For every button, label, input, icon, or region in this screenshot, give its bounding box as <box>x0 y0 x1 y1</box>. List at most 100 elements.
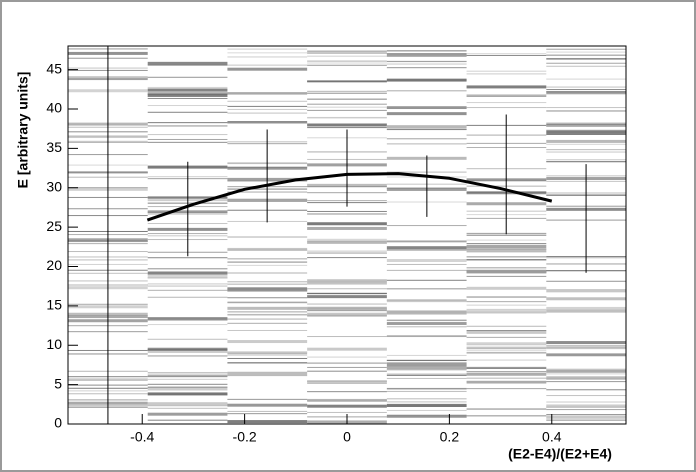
stripe <box>147 324 228 326</box>
stripe <box>227 398 308 400</box>
stripe <box>227 112 308 114</box>
stripe <box>307 62 387 64</box>
stripe <box>307 398 387 402</box>
stripe <box>307 222 387 226</box>
stripe <box>227 105 308 107</box>
stripe <box>307 127 387 129</box>
stripe <box>546 306 626 310</box>
stripe <box>147 338 228 340</box>
stripe <box>386 138 467 140</box>
stripe <box>546 110 626 112</box>
stripe <box>386 377 467 379</box>
stripe <box>546 409 626 411</box>
stripe <box>147 285 228 287</box>
stripe <box>386 389 467 391</box>
stripe <box>466 344 547 346</box>
stripe <box>546 125 626 127</box>
y-tick-label: 25 <box>46 218 62 234</box>
stripe <box>546 89 626 91</box>
stripe <box>147 125 228 127</box>
stripe <box>307 240 387 244</box>
stripe <box>546 389 626 391</box>
stripe <box>307 117 387 119</box>
stripe <box>546 344 626 346</box>
stripe <box>307 103 387 105</box>
stripe <box>227 311 308 313</box>
stripe <box>386 409 467 411</box>
stripe <box>307 370 387 372</box>
stripe <box>147 319 228 321</box>
stripe <box>227 122 308 124</box>
stripe <box>546 143 626 145</box>
stripe <box>307 50 387 52</box>
stripe <box>546 57 626 59</box>
stripe <box>386 125 467 129</box>
stripe <box>386 288 467 290</box>
stripe <box>307 64 387 66</box>
stripe <box>147 61 228 65</box>
stripe <box>227 261 308 263</box>
stripe <box>227 403 308 407</box>
stripe <box>466 256 547 258</box>
stripe <box>227 312 308 314</box>
stripe <box>386 279 467 281</box>
stripe <box>546 289 626 291</box>
stripe <box>307 109 387 111</box>
stripe <box>307 391 387 393</box>
stripe <box>386 67 467 69</box>
stripe <box>147 317 228 321</box>
stripe <box>386 313 467 315</box>
stripe <box>466 245 547 249</box>
stripe <box>307 281 387 285</box>
stripe <box>227 306 308 310</box>
stripe <box>386 112 467 116</box>
stripe <box>227 247 308 251</box>
stripe <box>147 355 228 357</box>
stripe <box>466 259 547 261</box>
stripe <box>147 91 228 95</box>
stripe <box>227 272 308 274</box>
stripe <box>147 277 228 279</box>
stripe <box>386 246 467 250</box>
stripe <box>386 359 467 361</box>
stripe <box>307 288 387 290</box>
stripe <box>307 306 387 310</box>
stripe <box>307 123 387 127</box>
stripe <box>307 238 387 242</box>
stripe <box>546 91 626 93</box>
stripe <box>147 296 228 298</box>
stripe <box>307 411 387 413</box>
stripe <box>147 86 228 88</box>
stripe <box>147 371 228 373</box>
stripe <box>466 310 547 314</box>
stripe <box>147 122 228 124</box>
stripe <box>147 419 228 421</box>
stripe <box>386 249 467 251</box>
stripe <box>546 373 626 375</box>
stripe <box>386 354 467 356</box>
stripe <box>307 314 387 316</box>
stripe <box>147 289 228 291</box>
stripe <box>386 61 467 63</box>
stripe <box>386 365 467 367</box>
stripe <box>227 108 308 110</box>
stripe <box>386 362 467 366</box>
stripe <box>307 279 387 283</box>
stripe <box>386 241 467 243</box>
stripe <box>466 381 547 383</box>
stripe <box>546 291 626 293</box>
stripe <box>386 391 467 393</box>
stripe <box>546 133 626 135</box>
stripe <box>546 376 626 378</box>
stripe <box>466 336 547 338</box>
stripe <box>147 97 228 99</box>
stripe <box>386 310 467 314</box>
stripe <box>307 315 387 317</box>
stripe <box>466 308 547 310</box>
stripe <box>546 86 626 88</box>
stripe <box>546 341 626 345</box>
stripe <box>386 387 467 389</box>
stripe <box>466 107 547 109</box>
stripe <box>147 141 228 143</box>
